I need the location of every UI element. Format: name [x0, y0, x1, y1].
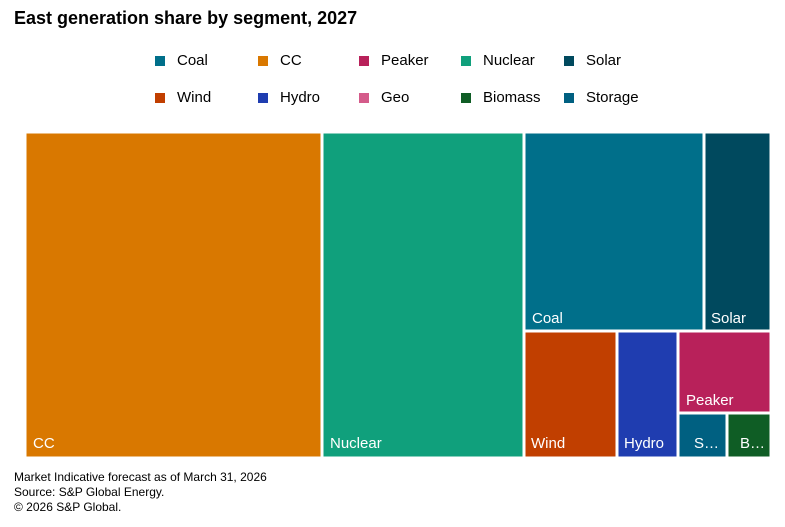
treemap-tile-hydro [615, 329, 680, 460]
treemap-tile-coal [522, 130, 706, 333]
legend-swatch-geo [359, 93, 369, 103]
legend-swatch-storage [564, 93, 574, 103]
chart-legend: Coal CC Peaker Nuclear Solar Wind Hydro … [0, 0, 785, 120]
treemap-label-solar: Solar [711, 310, 746, 327]
legend-swatch-biomass [461, 93, 471, 103]
legend-label-nuclear: Nuclear [483, 52, 535, 69]
legend-item-peaker: Peaker [359, 51, 429, 71]
legend-item-nuclear: Nuclear [461, 51, 535, 71]
legend-swatch-solar [564, 56, 574, 66]
legend-item-geo: Geo [359, 88, 409, 108]
legend-label-solar: Solar [586, 52, 622, 69]
legend-swatch-peaker [359, 56, 369, 66]
treemap-label-biomass: B… [740, 435, 765, 452]
legend-item-storage: Storage [564, 88, 639, 108]
legend-item-biomass: Biomass [461, 88, 541, 108]
legend-item-solar: Solar [564, 51, 621, 71]
treemap-tile-cc [23, 130, 324, 460]
legend-label-peaker: Peaker [381, 52, 429, 69]
footer-copyright: © 2026 S&P Global. [14, 500, 122, 514]
footer-note: Market Indicative forecast as of March 3… [14, 470, 267, 484]
treemap-label-coal: Coal [532, 310, 563, 327]
legend-swatch-nuclear [461, 56, 471, 66]
legend-swatch-hydro [258, 93, 268, 103]
treemap-tile-wind [522, 329, 619, 460]
legend-item-coal: Coal [155, 51, 208, 71]
legend-swatch-wind [155, 93, 165, 103]
legend-label-geo: Geo [381, 89, 410, 106]
treemap-label-cc: CC [33, 435, 55, 452]
treemap-tile-nuclear [320, 130, 526, 460]
legend-label-cc: CC [280, 52, 302, 69]
treemap-tile-peaker [676, 329, 773, 415]
legend-label-coal: Coal [177, 52, 208, 69]
legend-item-wind: Wind [155, 88, 211, 108]
chart-title: East generation share by segment, 2027 [14, 8, 358, 28]
treemap-label-nuclear: Nuclear [330, 435, 382, 452]
legend-swatch-cc [258, 56, 268, 66]
legend-swatch-coal [155, 56, 165, 66]
legend-label-hydro: Hydro [280, 89, 321, 106]
treemap-label-hydro: Hydro [624, 435, 664, 452]
treemap-tile-storage [676, 411, 729, 460]
legend-label-biomass: Biomass [483, 89, 541, 106]
legend-item-hydro: Hydro [258, 88, 320, 108]
legend-label-wind: Wind [177, 89, 212, 106]
chart-footer: Market Indicative forecast as of March 3… [14, 470, 267, 515]
legend-label-storage: Storage [586, 89, 639, 106]
treemap-tile-biomass [725, 411, 773, 460]
treemap-label-peaker: Peaker [686, 392, 734, 409]
treemap-tile-solar [702, 130, 773, 333]
legend-item-cc: CC [258, 51, 302, 71]
treemap-label-wind: Wind [531, 435, 565, 452]
treemap-label-storage: S… [694, 435, 719, 452]
footer-source: Source: S&P Global Energy. [14, 485, 165, 499]
